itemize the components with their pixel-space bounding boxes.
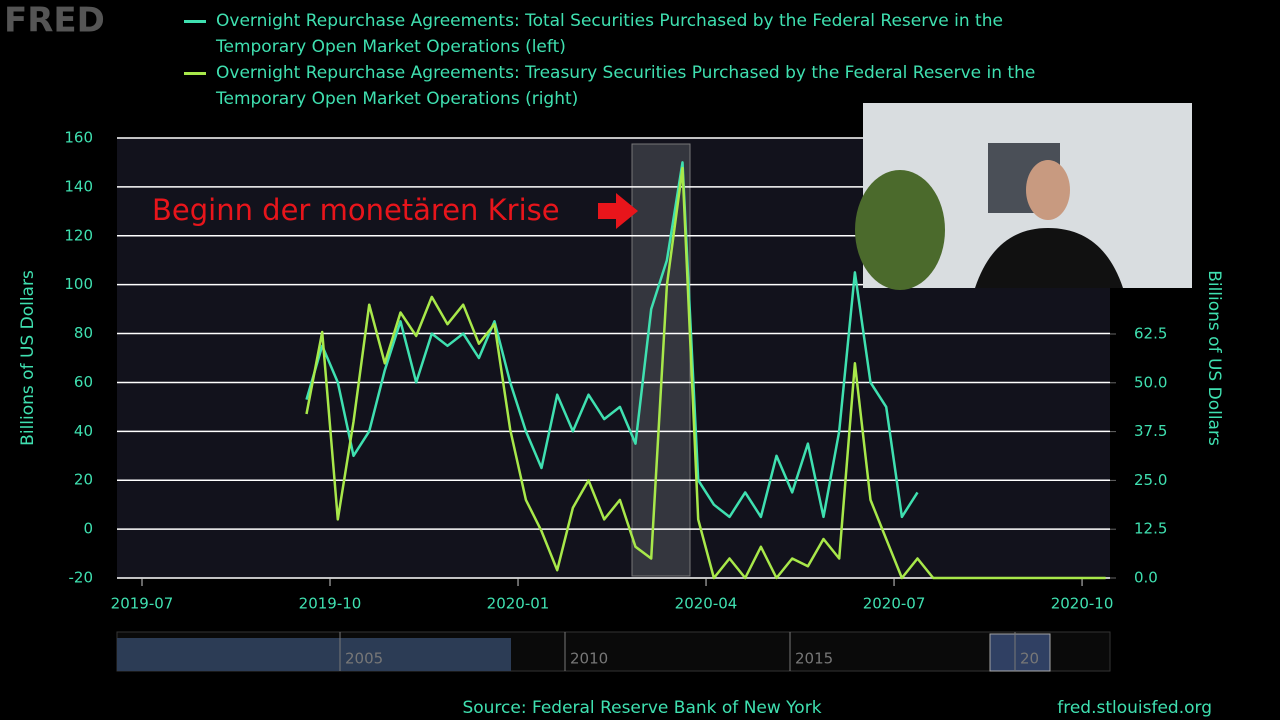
- webcam: [855, 103, 1192, 290]
- x-tick-label: 2020-10: [1051, 595, 1114, 613]
- annotation-arrow: [598, 193, 638, 229]
- navigator-label: 2005: [345, 650, 383, 668]
- series-line: [305, 166, 1106, 580]
- legend-label: Overnight Repurchase Agreements: Total S…: [216, 11, 1003, 57]
- y-axis-title: Billions of US Dollars: [18, 270, 38, 446]
- navigator-window[interactable]: [989, 633, 1051, 672]
- legend-swatch: [184, 72, 206, 75]
- navigator-label: 2010: [570, 650, 608, 668]
- x-tick-label: 2019-07: [111, 595, 174, 613]
- legend-label: Overnight Repurchase Agreements: Treasur…: [216, 63, 1036, 109]
- y-tick-label: 160: [64, 129, 93, 147]
- y-tick-label: 60: [74, 373, 93, 391]
- y2-tick-label: 0.0: [1134, 569, 1158, 587]
- navigator-label: 20: [1020, 650, 1039, 668]
- y-tick-label: 120: [64, 226, 93, 244]
- plot-layer: -20 0 20 40 60 80 100 120 140 160 0.0 12.5 25.0 37.5 5…: [64, 129, 1167, 613]
- x-tick-label: 2020-07: [863, 595, 926, 613]
- navigator-area: [117, 638, 511, 671]
- y-tick-label: -20: [69, 569, 94, 587]
- annotation: Beginn der monetären Krise: [152, 193, 560, 227]
- legend-swatch: [184, 20, 206, 23]
- source: Source: Federal Reserve Bank of New York: [462, 698, 821, 718]
- y-tick-label: 100: [64, 275, 93, 293]
- y2-tick-label: 50.0: [1134, 373, 1167, 391]
- y2-tick-label: 25.0: [1134, 471, 1167, 489]
- logo: FRED: [4, 1, 105, 41]
- x-tick-label: 2020-01: [487, 595, 550, 613]
- navigator-label: 2015: [795, 650, 833, 668]
- highlight: [631, 143, 691, 577]
- y-tick-label: 40: [74, 422, 93, 440]
- site: fred.stlouisfed.org: [1057, 698, 1212, 718]
- y-tick-label: 0: [83, 520, 93, 538]
- y-tick-label: 80: [74, 324, 93, 342]
- y2-tick-label: 37.5: [1134, 422, 1167, 440]
- x-tick-label: 2019-10: [299, 595, 362, 613]
- x-tick-label: 2020-04: [675, 595, 738, 613]
- y-tick-label: 140: [64, 177, 93, 195]
- y-tick-label: 20: [74, 471, 93, 489]
- y2-tick-label: 12.5: [1134, 520, 1167, 538]
- series-line: [305, 161, 919, 519]
- legend-item[interactable]: Overnight Repurchase Agreements: Total S…: [184, 8, 1084, 60]
- y2-tick-label: 62.5: [1134, 324, 1167, 342]
- y2-axis-title: Billions of US Dollars: [1204, 270, 1224, 446]
- legend-item[interactable]: Overnight Repurchase Agreements: Treasur…: [184, 60, 1084, 112]
